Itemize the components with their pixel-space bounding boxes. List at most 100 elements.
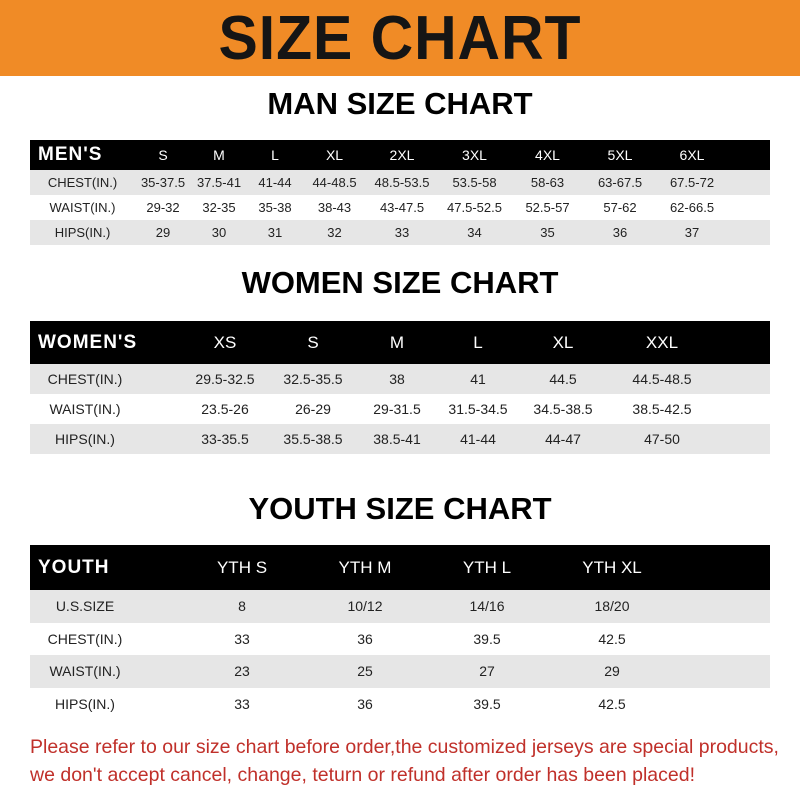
table-cell: 37.5-41 [196, 175, 242, 190]
table-cell: 33 [234, 695, 250, 712]
table-row: CHEST(IN.) 29.5-32.5 32.5-35.5 38 41 44.5 44.5… [30, 364, 770, 394]
row-label: WAIST(IN.) [49, 401, 121, 417]
table-cell: 42.5 [598, 695, 626, 712]
men-size-table: MEN'S S M L XL 2XL 3XL 4XL 5XL 6XL CHEST(IN.) 35-37… [30, 140, 770, 245]
table-cell: 52.5-57 [525, 200, 570, 215]
size-header-cell: XL [552, 332, 574, 352]
table-cell: 62-66.5 [669, 200, 715, 215]
table-cell: 29 [155, 225, 171, 240]
table-cell: 32.5-35.5 [283, 371, 343, 387]
size-header-cell: 6XL [679, 147, 705, 163]
table-cell: 44-47 [545, 431, 581, 447]
table-cell: 36 [612, 225, 628, 240]
size-header-cell: M [213, 147, 225, 163]
notice-line-1: Please refer to our size chart before or… [30, 736, 779, 758]
table-cell: 44.5 [549, 371, 577, 387]
men-section-title: MAN SIZE CHART [267, 86, 533, 121]
row-label: U.S.SIZE [55, 598, 115, 615]
table-cell: 44.5-48.5 [632, 371, 692, 387]
table-cell: 38.5-41 [373, 431, 421, 447]
table-cell: 18/20 [594, 598, 630, 615]
table-cell: 42.5 [598, 630, 626, 647]
table-cell: 44-48.5 [312, 175, 357, 190]
table-cell: 38-43 [317, 200, 352, 215]
table-cell: 43-47.5 [379, 200, 425, 215]
row-label: CHEST(IN.) [47, 630, 123, 647]
table-cell: 41-44 [258, 175, 292, 190]
table-cell: 37 [684, 225, 700, 240]
table-cell: 23 [234, 663, 250, 680]
table-cell: 67.5-72 [669, 175, 715, 190]
table-cell: 33 [234, 630, 250, 647]
table-cell: 48.5-53.5 [374, 175, 430, 190]
table-cell: 36 [357, 695, 373, 712]
table-row: CHEST(IN.) 35-37.5 37.5-41 41-44 44-48.5 48.5… [30, 170, 770, 195]
table-cell: 35-38 [258, 200, 292, 215]
row-label: HIPS(IN.) [55, 431, 115, 447]
row-label: HIPS(IN.) [55, 695, 115, 712]
size-chart-banner: SIZE CHART [0, 0, 800, 76]
table-cell: 26-29 [295, 401, 331, 417]
table-cell: 29 [604, 663, 620, 680]
table-cell: 34 [467, 225, 482, 240]
table-row: WAIST(IN.) 23.5-26 26-29 29-31.5 31.5-34.5 34… [30, 394, 770, 424]
size-header-cell: 3XL [462, 147, 487, 163]
table-cell: 41-44 [460, 431, 496, 447]
table-row: HIPS(IN.) 29 30 31 32 33 34 35 36 37 [30, 220, 770, 245]
table-cell: 10/12 [347, 598, 383, 615]
table-title-cell: MEN'S [38, 144, 103, 165]
table-row: U.S.SIZE 8 10/12 14/16 18/20 [30, 590, 770, 623]
table-cell: 58-63 [530, 175, 565, 190]
size-header-cell: 4XL [535, 147, 560, 163]
table-cell: 35.5-38.5 [283, 431, 343, 447]
table-cell: 39.5 [473, 695, 501, 712]
table-cell: 34.5-38.5 [533, 401, 593, 417]
table-title-cell: YOUTH [38, 556, 110, 578]
table-cell: 29-32 [146, 200, 180, 215]
table-cell: 27 [479, 663, 495, 680]
table-header-row: MEN'S S M L XL 2XL 3XL 4XL 5XL 6XL [30, 140, 770, 170]
order-notice: Please refer to our size chart before or… [30, 733, 790, 789]
size-header-cell: YTH S [216, 557, 268, 577]
size-header-cell: 2XL [389, 147, 415, 163]
size-header-cell: S [158, 147, 168, 163]
table-cell: 36 [357, 630, 373, 647]
row-label: WAIST(IN.) [49, 663, 121, 680]
table-cell: 47.5-52.5 [447, 200, 502, 215]
table-title-cell: WOMEN'S [38, 331, 138, 353]
table-row: WAIST(IN.) 29-32 32-35 35-38 38-43 43-47.5 47.… [30, 195, 770, 220]
table-cell: 38.5-42.5 [632, 401, 692, 417]
table-cell: 53.5-58 [452, 175, 497, 190]
table-cell: 47-50 [644, 431, 680, 447]
table-cell: 8 [238, 598, 246, 615]
size-header-cell: L [473, 332, 483, 352]
table-row: HIPS(IN.) 33 36 39.5 42.5 [30, 687, 770, 720]
row-label: HIPS(IN.) [54, 225, 111, 240]
size-header-cell: XS [213, 332, 237, 352]
table-cell: 31 [267, 225, 283, 240]
table-cell: 39.5 [473, 630, 501, 647]
size-header-cell: M [389, 332, 405, 352]
row-label: WAIST(IN.) [49, 200, 116, 215]
table-cell: 31.5-34.5 [448, 401, 508, 417]
size-header-cell: 5XL [607, 147, 633, 163]
youth-section-title: YOUTH SIZE CHART [248, 491, 552, 526]
banner-title: SIZE CHART [218, 3, 582, 73]
table-cell: 57-62 [603, 200, 637, 215]
women-size-table: WOMEN'S XS S M L XL XXL CHEST(IN.) 29.5-32.5 32.5… [30, 321, 770, 454]
table-row: CHEST(IN.) 33 36 39.5 42.5 [30, 622, 770, 655]
table-cell: 30 [211, 225, 227, 240]
table-cell: 38 [389, 371, 405, 387]
row-label: CHEST(IN.) [47, 371, 123, 387]
size-header-cell: L [271, 147, 279, 163]
table-cell: 23.5-26 [201, 401, 249, 417]
table-cell: 33 [394, 225, 410, 240]
table-cell: 35-37.5 [140, 175, 186, 190]
table-cell: 14/16 [469, 598, 505, 615]
table-cell: 41 [470, 371, 486, 387]
notice-line-2: we don't accept cancel, change, teturn o… [30, 764, 695, 786]
row-label: CHEST(IN.) [47, 175, 118, 190]
table-cell: 33-35.5 [201, 431, 249, 447]
youth-size-table: YOUTH YTH S YTH M YTH L YTH XL U.S.SIZE 8 10/12… [30, 545, 770, 720]
table-row: HIPS(IN.) 33-35.5 35.5-38.5 38.5-41 41-44 44-… [30, 424, 770, 454]
